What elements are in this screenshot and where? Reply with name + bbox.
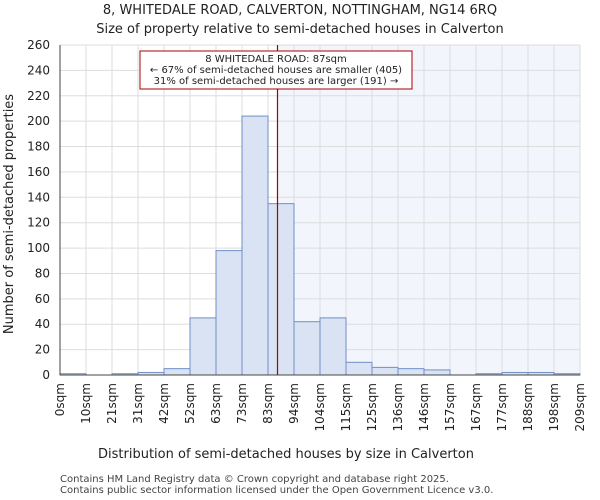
x-tick-label: 31sqm: [131, 383, 145, 424]
y-tick-label: 60: [35, 292, 50, 306]
histogram-bar: [293, 321, 321, 376]
y-tick-label: 120: [27, 216, 50, 230]
x-tick-label: 136sqm: [391, 383, 405, 431]
x-tick-label: 104sqm: [313, 383, 327, 431]
y-tick-label: 80: [35, 266, 50, 280]
y-tick-label: 160: [27, 165, 50, 179]
annotation-line3: 31% of semi-detached houses are larger (…: [154, 76, 399, 87]
annotation-box: [139, 50, 413, 90]
x-tick-label: 115sqm: [339, 383, 353, 431]
x-tick-label: 0sqm: [53, 383, 67, 416]
x-axis-label: Distribution of semi-detached houses by …: [98, 447, 474, 462]
y-tick-label: 240: [27, 63, 50, 77]
y-tick-label: 100: [27, 241, 50, 255]
y-tick-label: 0: [42, 368, 50, 382]
x-tick-label: 125sqm: [365, 383, 379, 431]
footer-copyright: Contains HM Land Registry data © Crown c…: [60, 474, 449, 485]
histogram-bar: [215, 250, 243, 376]
annotation-line2: ← 67% of semi-detached houses are smalle…: [150, 65, 402, 76]
y-tick-label: 220: [27, 89, 50, 103]
chart-title: 8, WHITEDALE ROAD, CALVERTON, NOTTINGHAM…: [103, 3, 497, 18]
histogram-bar: [241, 115, 269, 376]
y-tick-label: 200: [27, 114, 50, 128]
x-tick-label: 42sqm: [157, 383, 171, 424]
y-tick-label: 260: [27, 38, 50, 52]
x-tick-label: 157sqm: [443, 383, 457, 431]
annotation-line1: 8 WHITEDALE ROAD: 87sqm: [205, 54, 347, 65]
histogram-bar: [267, 203, 295, 376]
x-tick-label: 146sqm: [417, 383, 431, 431]
histogram-bar: [423, 369, 451, 376]
histogram-bar: [189, 317, 217, 376]
histogram-bar: [163, 368, 191, 376]
x-tick-label: 188sqm: [521, 383, 535, 431]
histogram-bar: [397, 368, 425, 376]
x-tick-label: 63sqm: [209, 383, 223, 424]
x-tick-label: 94sqm: [287, 383, 301, 424]
y-tick-label: 20: [35, 343, 50, 357]
x-tick-label: 52sqm: [183, 383, 197, 424]
histogram-bar: [319, 317, 347, 376]
x-tick-label: 73sqm: [235, 383, 249, 424]
footer-licence: Contains public sector information licen…: [60, 485, 494, 496]
x-tick-label: 10sqm: [79, 383, 93, 424]
y-axis-label: Number of semi-detached properties: [2, 94, 17, 334]
plot-area: 0 20 40 60 80 100 120 140 160 180 200 220 240 260 0sqm…: [27, 38, 587, 431]
x-tick-label: 167sqm: [469, 383, 483, 431]
x-tick-label: 83sqm: [261, 383, 275, 424]
x-tick-label: 198sqm: [547, 383, 561, 431]
histogram-bar: [371, 366, 399, 376]
x-tick-label: 21sqm: [105, 383, 119, 424]
y-tick-label: 180: [27, 140, 50, 154]
y-tick-label: 40: [35, 317, 50, 331]
x-tick-label: 177sqm: [495, 383, 509, 431]
x-tick-label: 209sqm: [573, 383, 587, 431]
chart-subtitle: Size of property relative to semi-detach…: [96, 22, 504, 37]
y-tick-label: 140: [27, 190, 50, 204]
histogram-bar: [345, 361, 373, 376]
